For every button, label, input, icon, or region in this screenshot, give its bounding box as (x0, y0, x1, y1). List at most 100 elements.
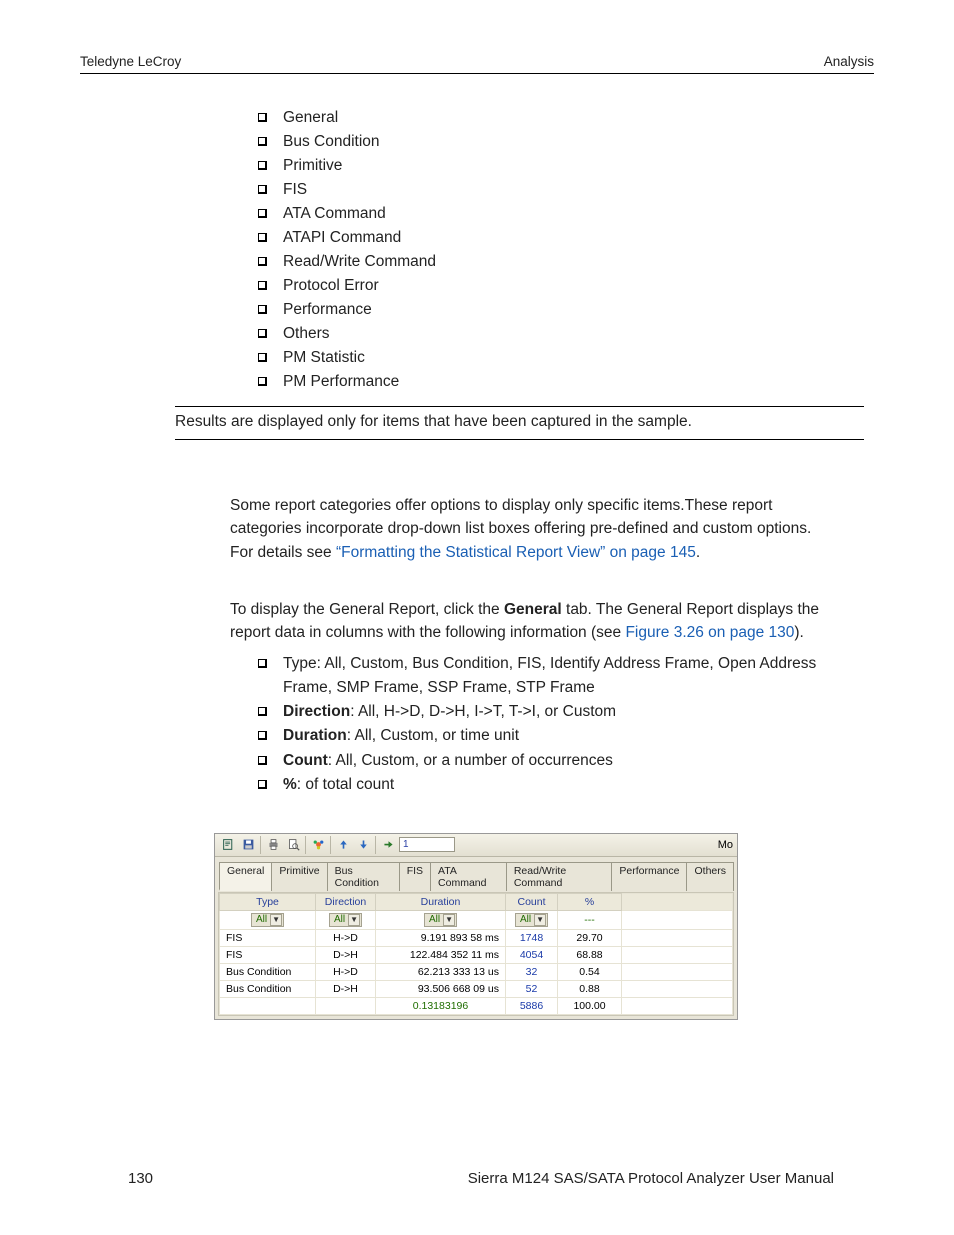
paragraph-options: Some report categories offer options to … (230, 494, 834, 564)
cell: 93.506 668 09 us (376, 980, 506, 997)
list-item: Bus Condition (258, 130, 834, 154)
table-row[interactable]: Bus ConditionH->D62.213 333 13 us320.54 (220, 963, 733, 980)
toolbar-sep (260, 836, 261, 854)
cell: 4054 (506, 946, 558, 963)
list-item: Primitive (258, 154, 834, 178)
header-right: Analysis (824, 54, 874, 69)
filter-dropdown[interactable]: All▼ (424, 913, 457, 927)
col-%[interactable]: % (558, 893, 622, 910)
bullet-text: FIS (283, 178, 307, 202)
truncated-label: Mo (718, 839, 733, 851)
export-icon[interactable] (219, 836, 237, 854)
col-count[interactable]: Count (506, 893, 558, 910)
preview-icon[interactable] (284, 836, 302, 854)
bullet-text: Duration: All, Custom, or time unit (283, 724, 519, 748)
bullet-icon (258, 113, 267, 122)
header-left: Teledyne LeCroy (80, 54, 181, 69)
right-arrow-icon[interactable] (379, 836, 397, 854)
bullet-icon (258, 377, 267, 386)
col-empty (622, 893, 733, 910)
filter-dropdown[interactable]: All▼ (251, 913, 284, 927)
bullet-text: Count: All, Custom, or a number of occur… (283, 749, 613, 773)
cell: Bus Condition (220, 963, 316, 980)
cell (622, 980, 733, 997)
tab-others[interactable]: Others (686, 862, 734, 891)
link-figure[interactable]: Figure 3.26 on page 130 (625, 624, 794, 641)
list-item: ATA Command (258, 202, 834, 226)
settings-icon[interactable] (309, 836, 327, 854)
cell: Bus Condition (220, 980, 316, 997)
down-arrow-icon[interactable] (354, 836, 372, 854)
link-formatting-report[interactable]: “Formatting the Statistical Report View”… (336, 544, 696, 561)
bullet-icon (258, 780, 267, 789)
cell: 1748 (506, 929, 558, 946)
col-direction[interactable]: Direction (316, 893, 376, 910)
cell: D->H (316, 980, 376, 997)
list-item: Direction: All, H->D, D->H, I->T, T->I, … (258, 700, 834, 724)
bullet-icon (258, 659, 267, 668)
filter-cell: All▼ (376, 910, 506, 929)
cell: 100.00 (558, 997, 622, 1014)
bullet-text: ATA Command (283, 202, 386, 226)
bullet-text: Bus Condition (283, 130, 380, 154)
goto-input[interactable] (399, 837, 455, 852)
bullet-text: Type: All, Custom, Bus Condition, FIS, I… (283, 652, 834, 700)
cell: 52 (506, 980, 558, 997)
pct-default: --- (584, 914, 595, 926)
table-row[interactable]: FISH->D9.191 893 58 ms174829.70 (220, 929, 733, 946)
p2c: ). (794, 624, 803, 641)
bullet-icon (258, 281, 267, 290)
list-item: FIS (258, 178, 834, 202)
bullet-text: Read/Write Command (283, 250, 436, 274)
list-item: PM Performance (258, 370, 834, 394)
bullet-icon (258, 756, 267, 765)
print-icon[interactable] (264, 836, 282, 854)
filter-dropdown[interactable]: All▼ (515, 913, 548, 927)
paragraph-general: To display the General Report, click the… (230, 598, 834, 645)
col-duration[interactable]: Duration (376, 893, 506, 910)
cell: 0.88 (558, 980, 622, 997)
bullet-text: PM Performance (283, 370, 399, 394)
bullet-text: Performance (283, 298, 372, 322)
bullet-icon (258, 305, 267, 314)
filter-dropdown[interactable]: All▼ (329, 913, 362, 927)
p2a: To display the General Report, click the (230, 601, 504, 618)
up-arrow-icon[interactable] (334, 836, 352, 854)
tab-ata-command[interactable]: ATA Command (430, 862, 507, 891)
page-footer: 130 Sierra M124 SAS/SATA Protocol Analyz… (128, 1170, 834, 1187)
list-item: Type: All, Custom, Bus Condition, FIS, I… (258, 652, 834, 700)
p2bold: General (504, 601, 562, 618)
tab-fis[interactable]: FIS (399, 862, 431, 891)
grid-body: FISH->D9.191 893 58 ms174829.70FISD->H12… (220, 929, 733, 1014)
bullet-icon (258, 161, 267, 170)
bullet-text: %: of total count (283, 773, 394, 797)
tab-general[interactable]: General (219, 862, 272, 891)
cell (622, 963, 733, 980)
grid-header-row: TypeDirectionDurationCount% (220, 893, 733, 910)
cell (622, 929, 733, 946)
save-icon[interactable] (239, 836, 257, 854)
table-row[interactable]: FISD->H122.484 352 11 ms405468.88 (220, 946, 733, 963)
bullet-text: General (283, 106, 338, 130)
filter-cell: All▼ (506, 910, 558, 929)
cell: D->H (316, 946, 376, 963)
toolbar: Mo (215, 834, 737, 857)
filter-cell: All▼ (316, 910, 376, 929)
tab-bus-condition[interactable]: Bus Condition (327, 862, 400, 891)
table-row[interactable]: Bus ConditionD->H93.506 668 09 us520.88 (220, 980, 733, 997)
col-type[interactable]: Type (220, 893, 316, 910)
bullet-text: Others (283, 322, 330, 346)
tab-read-write-command[interactable]: Read/Write Command (506, 862, 613, 891)
report-tabs: GeneralPrimitiveBus ConditionFISATA Comm… (215, 857, 737, 890)
tab-primitive[interactable]: Primitive (271, 862, 327, 891)
cell: FIS (220, 946, 316, 963)
cell (622, 997, 733, 1014)
report-screenshot: Mo GeneralPrimitiveBus ConditionFISATA C… (214, 833, 738, 1020)
bullet-icon (258, 353, 267, 362)
cell: 29.70 (558, 929, 622, 946)
field-list: Type: All, Custom, Bus Condition, FIS, I… (258, 652, 834, 796)
cell: 5886 (506, 997, 558, 1014)
main-content: GeneralBus ConditionPrimitiveFISATA Comm… (230, 106, 834, 1020)
bullet-text: ATAPI Command (283, 226, 401, 250)
tab-performance[interactable]: Performance (611, 862, 687, 891)
